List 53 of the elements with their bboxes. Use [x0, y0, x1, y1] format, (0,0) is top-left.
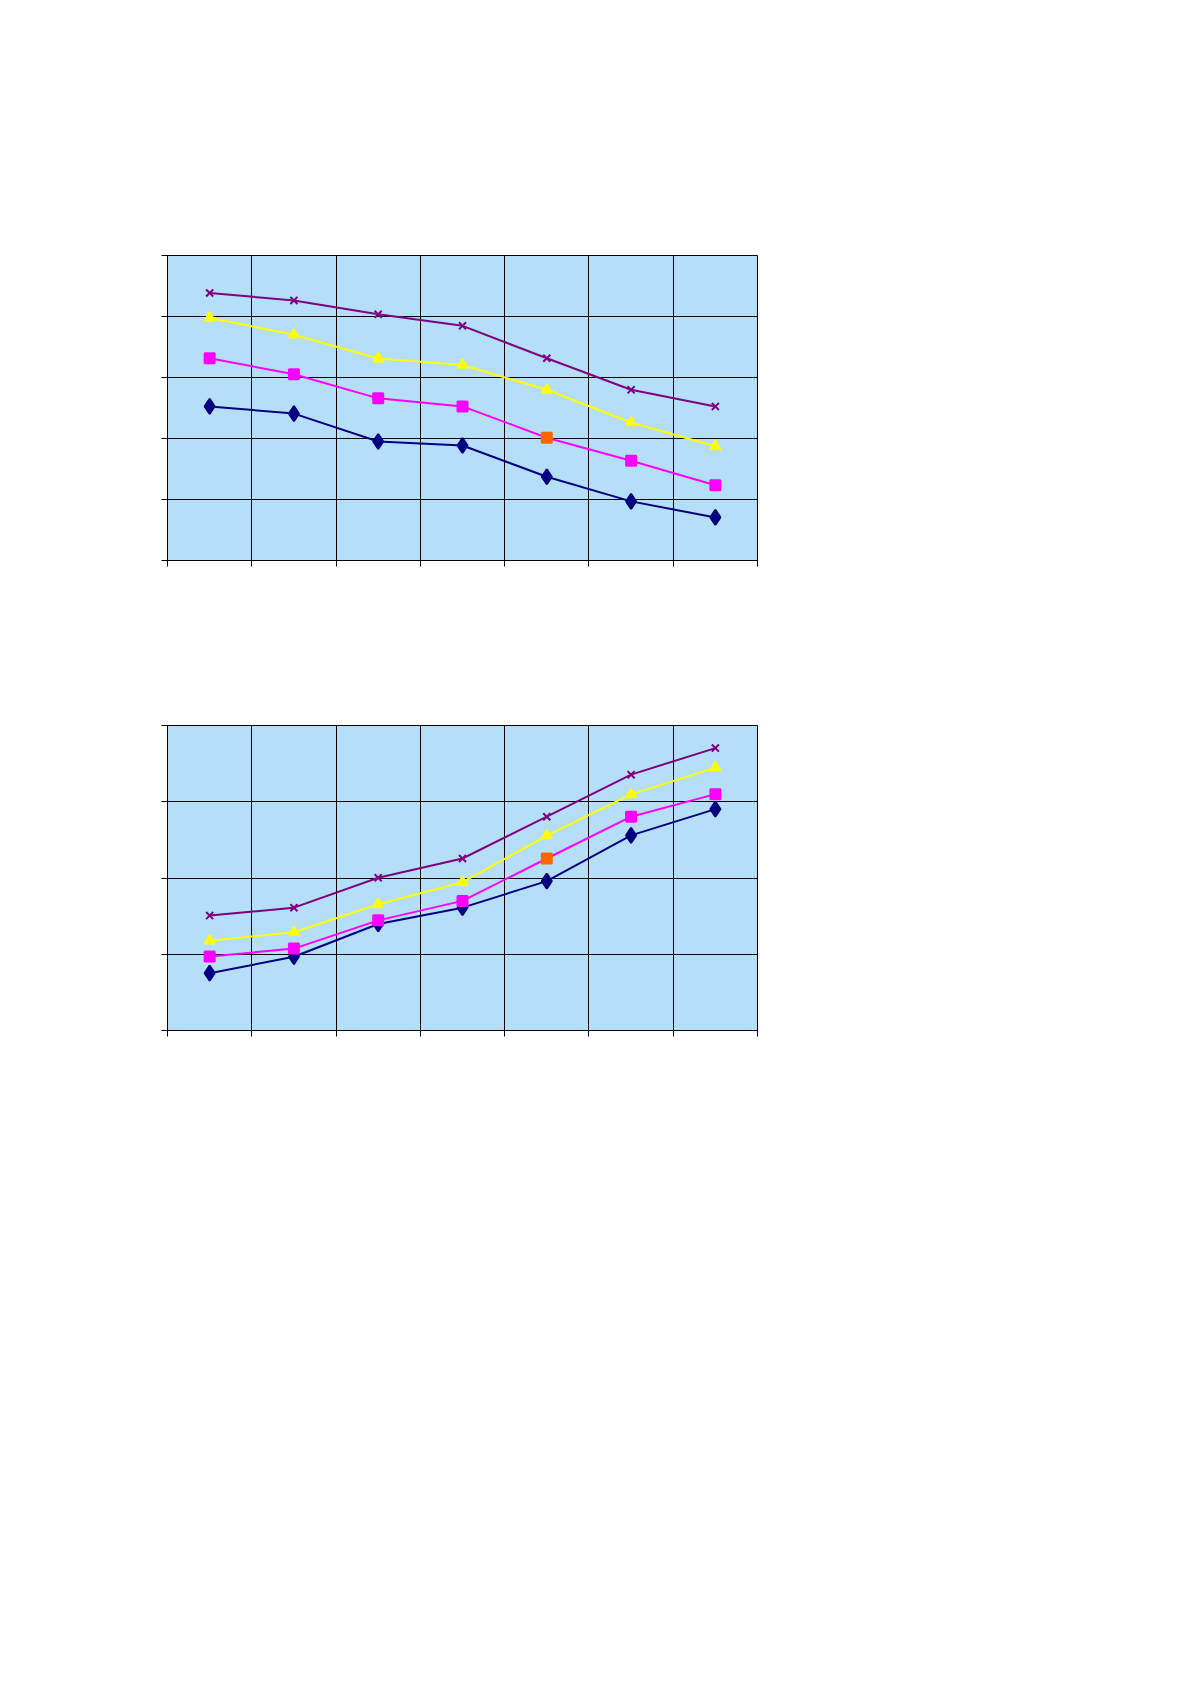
point	[626, 770, 636, 780]
point	[372, 432, 385, 450]
point	[456, 436, 469, 454]
point	[540, 872, 553, 890]
point	[709, 800, 722, 818]
point	[709, 479, 722, 492]
point	[540, 468, 553, 486]
point	[203, 311, 216, 322]
point	[709, 788, 722, 801]
point	[456, 875, 469, 887]
point	[287, 368, 300, 381]
point	[373, 309, 383, 319]
point	[710, 401, 720, 411]
point	[457, 321, 468, 331]
point	[372, 897, 385, 909]
point	[625, 787, 638, 799]
point	[457, 853, 468, 864]
point	[205, 288, 215, 298]
point	[540, 383, 553, 394]
point	[542, 353, 552, 363]
point	[456, 894, 469, 907]
point	[710, 743, 720, 753]
point	[203, 950, 216, 963]
point	[203, 933, 216, 945]
point	[289, 295, 299, 305]
point	[203, 397, 216, 415]
point	[287, 942, 300, 955]
point	[625, 415, 638, 427]
point	[289, 903, 299, 913]
point	[287, 327, 300, 339]
point	[540, 431, 553, 444]
point	[456, 400, 469, 413]
point	[372, 914, 385, 927]
point	[203, 964, 216, 982]
point	[456, 358, 469, 369]
point	[626, 385, 636, 395]
point	[709, 760, 722, 772]
point	[625, 492, 638, 510]
point	[542, 812, 552, 822]
point	[205, 911, 215, 921]
point	[287, 925, 300, 937]
point	[540, 852, 553, 865]
point	[625, 810, 638, 823]
point	[625, 454, 638, 467]
point	[709, 508, 722, 526]
point	[287, 405, 300, 423]
point	[625, 826, 638, 844]
point	[203, 352, 216, 365]
point	[372, 351, 385, 363]
point	[709, 439, 722, 451]
point	[373, 873, 383, 883]
point	[540, 828, 553, 840]
point	[372, 392, 385, 405]
